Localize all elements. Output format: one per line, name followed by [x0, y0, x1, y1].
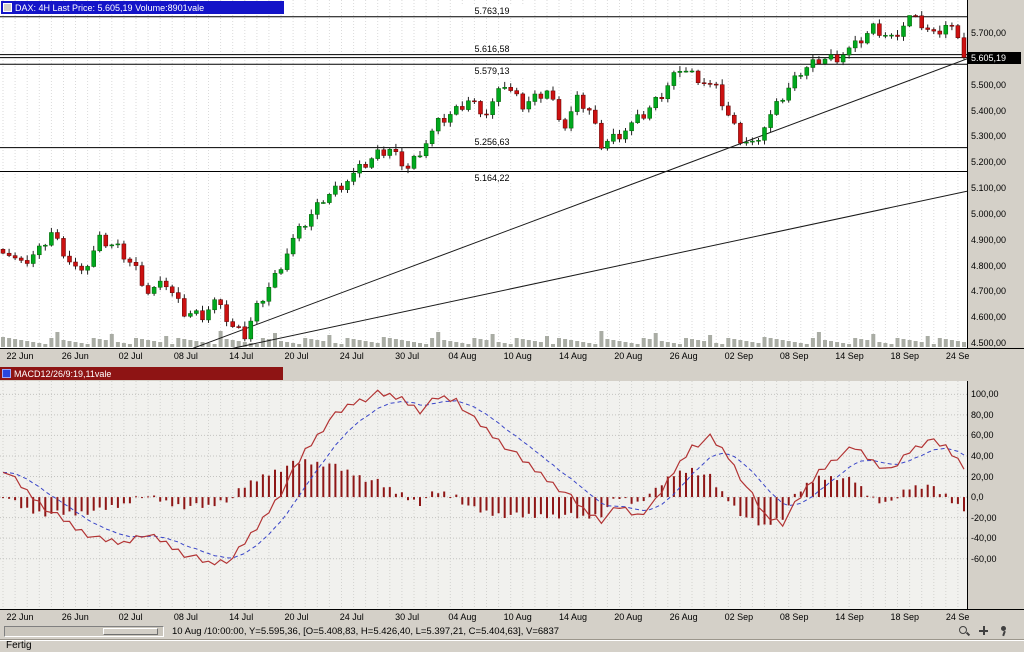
pin-icon[interactable] — [997, 624, 1010, 637]
y-tick-label: -40,00 — [971, 533, 997, 544]
x-tick-label: 26 Aug — [669, 612, 698, 622]
y-tick-label: 40,00 — [971, 450, 994, 461]
level-label-high: 5.763,19 — [452, 5, 532, 16]
y-tick-label: 100,00 — [971, 389, 999, 400]
x-tick-label: 30 Jul — [395, 612, 420, 622]
y-tick-label: 0,0 — [971, 492, 984, 503]
level-label-support-1: 5.256,63 — [452, 136, 532, 147]
status-bar: Fertig — [0, 639, 1024, 652]
y-tick-label: 5.700,00 — [971, 28, 1007, 39]
x-tick-label: 22 Jun — [6, 612, 34, 622]
x-tick-label: 24 Jul — [339, 612, 364, 622]
level-label-resistance-1: 5.616,58 — [452, 43, 532, 54]
last-price-box: 5.605,19 — [968, 51, 1021, 64]
x-tick-label: 26 Jun — [61, 351, 89, 361]
macd-xaxis: 22 Jun 26 Jun 02 Jul 08 Jul 14 Jul 20 Jul 24 J… — [0, 611, 969, 624]
x-tick-label: 10 Aug — [503, 612, 532, 622]
x-tick-label: 08 Jul — [173, 351, 198, 361]
y-tick-label: 5.400,00 — [971, 105, 1007, 116]
y-tick-label: 20,00 — [971, 471, 994, 482]
y-tick-label: 5.100,00 — [971, 183, 1007, 194]
x-tick-label: 20 Aug — [614, 612, 643, 622]
price-panel-header[interactable]: DAX: 4H Last Price: 5.605,19 Volume:8901… — [1, 1, 284, 14]
pan-icon[interactable] — [977, 624, 990, 637]
y-tick-label: 4.500,00 — [971, 338, 1007, 349]
y-tick-label: -20,00 — [971, 512, 997, 523]
level-label-support-2: 5.164,22 — [452, 173, 532, 184]
y-tick-label: 5.300,00 — [971, 131, 1007, 142]
y-tick-label: 5.500,00 — [971, 79, 1007, 90]
macd-panel-title: MACD12/26/9:19,11vale — [14, 368, 112, 379]
y-tick-label: 4.900,00 — [971, 234, 1007, 245]
bottom-toolbar: 10 Aug /10:00:00, Y=5.595,36, [O=5.408,8… — [0, 624, 1024, 639]
status-bar-text: Fertig — [6, 640, 32, 651]
x-tick-label: 14 Aug — [558, 351, 588, 361]
x-tick-label: 30 Jul — [395, 351, 420, 361]
level-label-resistance-2: 5.579,13 — [452, 66, 532, 77]
x-tick-label: 20 Jul — [284, 612, 309, 622]
x-tick-label: 02 Jul — [118, 612, 143, 622]
price-xaxis: 22 Jun 26 Jun 02 Jul 08 Jul 14 Jul 20 Jul 24 J… — [0, 350, 969, 363]
x-tick-label: 24 Jul — [339, 351, 364, 361]
x-tick-label: 22 Jun — [6, 351, 34, 361]
macd-plot[interactable] — [0, 381, 968, 610]
x-tick-label: 26 Aug — [669, 351, 698, 361]
y-tick-label: 5.000,00 — [971, 208, 1007, 219]
candlestick-chart-svg[interactable] — [0, 0, 967, 348]
x-tick-label: 04 Aug — [448, 612, 477, 622]
chart-panel-icon — [3, 3, 12, 12]
crosshair-readout: 10 Aug /10:00:00, Y=5.595,36, [O=5.408,8… — [172, 626, 560, 637]
x-tick-label: 14 Jul — [229, 612, 254, 622]
x-tick-label: 10 Aug — [503, 351, 532, 361]
x-tick-label: 20 Jul — [284, 351, 309, 361]
y-tick-label: 80,00 — [971, 409, 994, 420]
zoom-icon[interactable] — [957, 624, 970, 637]
x-tick-label: 14 Jul — [229, 351, 254, 361]
y-tick-label: 5.200,00 — [971, 157, 1007, 168]
toolbar-icons — [957, 624, 1010, 637]
macd-panel-header[interactable]: MACD12/26/9:19,11vale — [0, 367, 283, 380]
x-tick-label: 02 Jul — [118, 351, 143, 361]
x-tick-label: 08 Sep — [779, 351, 809, 361]
x-tick-label: 24 Sep — [945, 612, 969, 622]
x-tick-label: 02 Sep — [724, 612, 754, 622]
time-scrollbar-thumb[interactable] — [102, 628, 159, 635]
macd-chart-svg[interactable] — [0, 381, 967, 609]
x-tick-label: 04 Aug — [448, 351, 477, 361]
x-tick-label: 18 Sep — [890, 612, 920, 622]
y-tick-label: -60,00 — [971, 553, 997, 564]
y-tick-label: 4.800,00 — [971, 260, 1007, 271]
x-tick-label: 20 Aug — [614, 351, 643, 361]
price-panel-title: DAX: 4H Last Price: 5.605,19 Volume:8901… — [15, 2, 205, 13]
y-tick-label: 4.700,00 — [971, 286, 1007, 297]
x-tick-label: 14 Sep — [835, 351, 864, 361]
x-tick-label: 18 Sep — [890, 351, 920, 361]
x-tick-label: 02 Sep — [724, 351, 754, 361]
x-tick-label: 24 Sep — [945, 351, 969, 361]
price-axis: 5.605,19 5.700,005.600,005.500,005.400,0… — [968, 0, 1024, 349]
macd-axis: 100,00 80,00 60,00 40,00 20,00 0,0 -20,00 -40,0… — [968, 381, 1024, 610]
y-tick-label: 60,00 — [971, 430, 994, 441]
x-tick-label: 14 Sep — [835, 612, 864, 622]
y-tick-label: 4.600,00 — [971, 312, 1007, 323]
time-scrollbar[interactable] — [4, 626, 164, 637]
x-tick-label: 14 Aug — [558, 612, 588, 622]
indicator-icon — [2, 369, 11, 378]
price-chart-plot[interactable]: 5.763,19 5.616,58 5.579,13 5.256,63 5.16… — [0, 0, 968, 349]
x-tick-label: 08 Jul — [173, 612, 198, 622]
x-tick-label: 26 Jun — [61, 612, 89, 622]
x-tick-label: 08 Sep — [779, 612, 809, 622]
